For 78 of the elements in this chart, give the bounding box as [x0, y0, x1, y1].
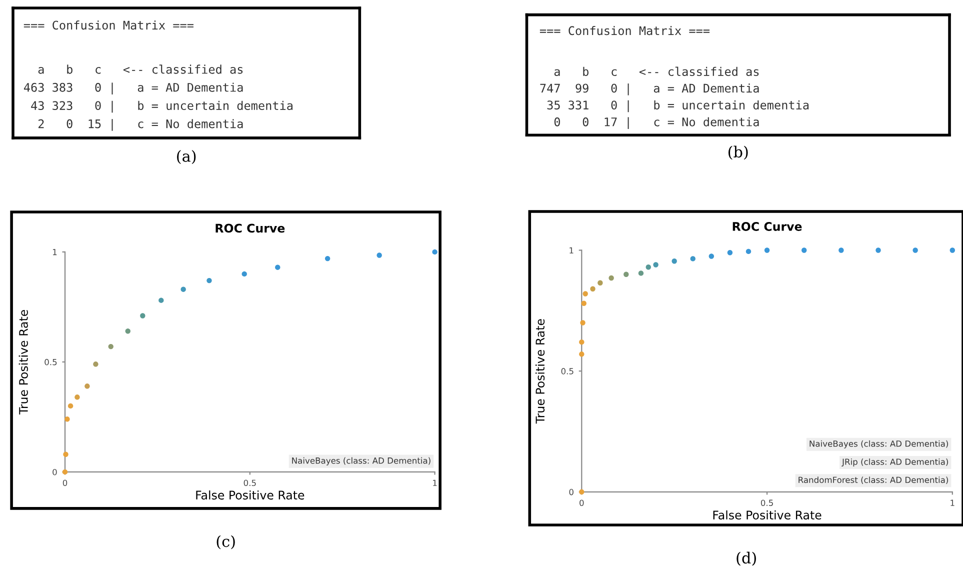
point	[638, 270, 644, 276]
y-tick-label: 0	[52, 468, 57, 476]
text: 35 331 0 | b = uncertain dementia	[547, 100, 809, 112]
x-tick-label: 0.5	[760, 500, 773, 506]
point	[140, 313, 146, 318]
x-tick-label: 0	[580, 500, 584, 506]
y-axis-title: True Positive Rate	[18, 310, 28, 415]
point	[598, 280, 603, 286]
y-tick-label: 1	[570, 247, 574, 254]
point	[727, 250, 733, 256]
y-tick-label: 0.5	[561, 368, 574, 374]
text: 747 99 0 | a = AD Dementia	[540, 83, 759, 96]
text: 43 323 0 | b = uncertain dementia	[31, 100, 292, 113]
point	[275, 264, 280, 270]
point	[579, 489, 584, 495]
point	[206, 278, 212, 284]
text: a b c <-- classified as	[38, 64, 243, 74]
x-tick-label: 1	[950, 500, 954, 506]
point	[93, 362, 98, 367]
text: 463 383 0 | a = AD Dementia	[24, 82, 243, 94]
point	[582, 291, 588, 296]
y-tick-label: 0	[569, 488, 574, 496]
point	[376, 252, 382, 258]
text: a b c <-- classified as	[554, 66, 759, 76]
point	[608, 275, 614, 281]
point	[579, 352, 584, 357]
point	[580, 320, 586, 326]
point	[672, 258, 677, 264]
point	[68, 403, 74, 409]
point	[876, 248, 881, 253]
text: (b)	[728, 146, 748, 160]
x-tick-label: 0	[62, 480, 68, 486]
x-axis-title: False Positive Rate	[196, 490, 304, 500]
point	[746, 248, 752, 254]
point	[62, 469, 68, 475]
point	[581, 300, 586, 306]
point	[653, 262, 658, 268]
point	[802, 248, 807, 253]
y-tick-label: 0.5	[44, 358, 57, 366]
y-tick-label: 1	[52, 249, 57, 256]
point	[180, 286, 186, 292]
point	[708, 254, 714, 259]
point	[579, 339, 584, 345]
text: (d)	[736, 552, 756, 566]
annotation: JRip (class: AD Dementia)	[842, 458, 948, 467]
point	[64, 416, 70, 422]
text: (c)	[216, 535, 235, 550]
point	[84, 384, 90, 389]
text: 2 0 15 | c = No dementia	[38, 119, 243, 131]
chart-title: ROC Curve	[216, 224, 285, 233]
chart-title: ROC Curve	[732, 222, 802, 231]
point	[764, 248, 770, 253]
point	[108, 344, 114, 350]
point	[590, 286, 596, 292]
text: 0 0 17 | c = No dementia	[554, 117, 759, 129]
point	[63, 452, 68, 457]
annotation: RandomForest (class: AD Dementia)	[798, 476, 948, 484]
point	[646, 264, 651, 270]
annotation: NaiveBayes (class: AD Dementia)	[292, 457, 430, 466]
point	[432, 249, 438, 255]
point	[624, 272, 629, 277]
x-tick-label: 0.5	[244, 480, 256, 486]
point	[158, 298, 164, 303]
x-tick-label: 1	[433, 480, 437, 486]
text: (a)	[177, 150, 196, 164]
text: === Confusion Matrix ===	[540, 26, 710, 36]
point	[838, 248, 844, 253]
point	[324, 256, 330, 262]
text: === Confusion Matrix ===	[24, 20, 194, 30]
point	[125, 328, 130, 334]
x-axis-title: False Positive Rate	[713, 510, 822, 520]
point	[74, 394, 80, 400]
point	[242, 271, 247, 277]
point	[912, 248, 918, 253]
annotation: NaiveBayes (class: AD Dementia)	[810, 440, 948, 448]
point	[950, 248, 956, 253]
point	[690, 256, 696, 262]
y-axis-title: True Positive Rate	[535, 319, 545, 424]
